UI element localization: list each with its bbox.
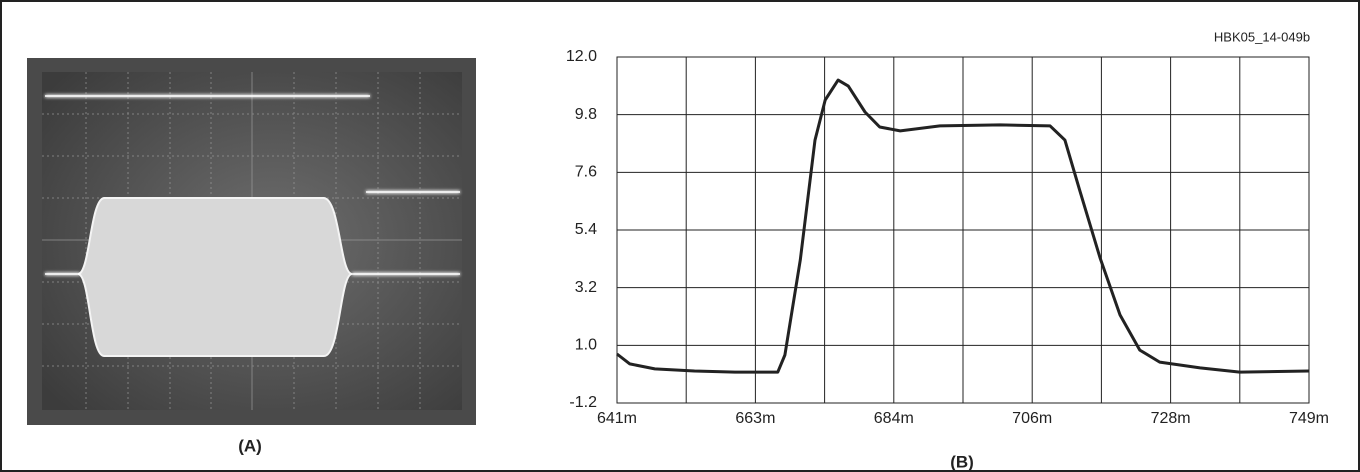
x-tick-label: 728m [1151, 410, 1191, 427]
y-tick-label: 12.0 [566, 48, 597, 65]
x-tick-label: 663m [735, 410, 775, 427]
figure-id: HBK05_14-049b [1214, 29, 1310, 44]
x-tick-label: 749m [1289, 410, 1329, 427]
oscilloscope-photo [27, 58, 476, 425]
x-tick-label: 684m [874, 410, 914, 427]
x-tick-label: 641m [597, 410, 637, 427]
x-tick-label: 706m [1012, 410, 1052, 427]
data-line [616, 78, 1310, 374]
y-tick-label: -1.2 [569, 394, 597, 411]
y-tick-label: 3.2 [575, 279, 597, 296]
y-tick-label: 9.8 [575, 106, 597, 123]
chart-title: (B) [950, 452, 974, 471]
y-tick-label: 7.6 [575, 164, 597, 181]
photo-label: (A) [238, 436, 262, 455]
y-tick-label: 5.4 [575, 221, 597, 238]
y-tick-label: 1.0 [575, 337, 597, 354]
